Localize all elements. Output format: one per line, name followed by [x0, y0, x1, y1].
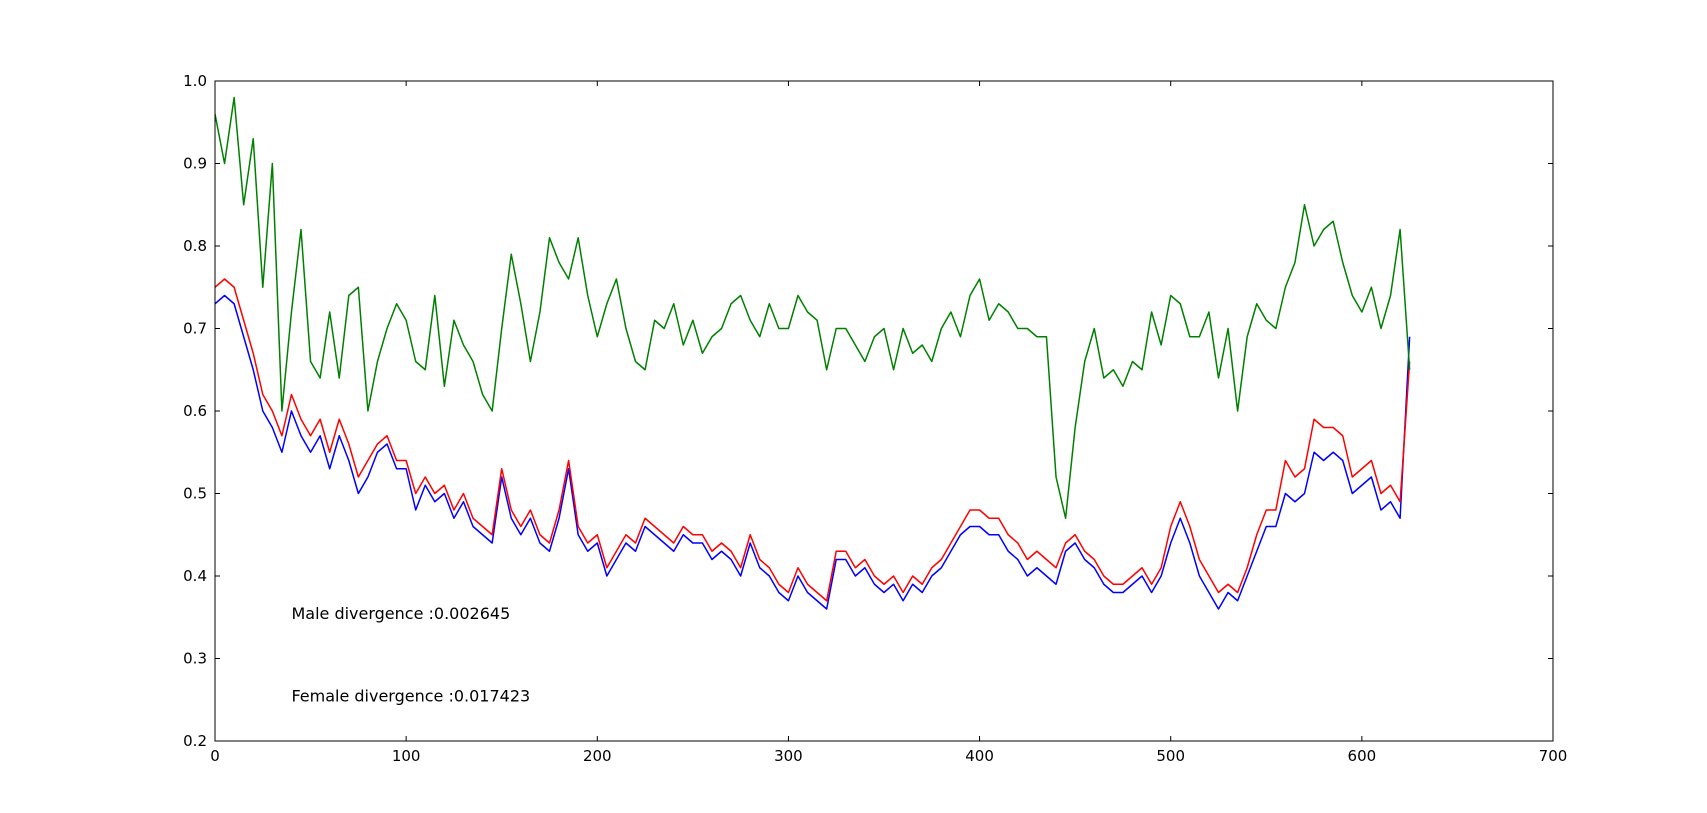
series-line-0: [215, 294, 1411, 610]
male-divergence-label: Male divergence :0.002645: [291, 604, 510, 623]
x-tick-label: 100: [392, 747, 421, 765]
y-tick-label: 1.0: [183, 72, 207, 90]
female-divergence-label: Female divergence :0.017423: [291, 687, 530, 706]
y-tick-label: 0.5: [183, 485, 207, 503]
series-line-2: [215, 96, 1411, 519]
x-tick-label: 200: [583, 747, 612, 765]
x-tick-label: 500: [1156, 747, 1185, 765]
y-tick-label: 0.7: [183, 320, 207, 338]
x-tick-label: 300: [774, 747, 803, 765]
x-tick-label: 0: [210, 747, 220, 765]
y-tick-label: 0.4: [183, 567, 207, 585]
y-tick-label: 0.3: [183, 650, 207, 668]
y-tick-label: 0.6: [183, 402, 207, 420]
annotation-layer: Male divergence :0.002645 Female divergen…: [291, 604, 530, 706]
x-tick-label: 400: [965, 747, 994, 765]
series-layer: [215, 96, 1411, 610]
y-tick-label: 0.8: [183, 237, 207, 255]
ticks-layer: 0 100 200 300 400 500 600 700 0.2 0.3 0.4 0.5 0.6 0.7…: [183, 72, 1567, 765]
y-tick-label: 0.9: [183, 155, 207, 173]
x-tick-label: 700: [1539, 747, 1568, 765]
series-line-1: [215, 278, 1411, 602]
y-tick-label: 0.2: [183, 732, 207, 750]
x-tick-label: 600: [1348, 747, 1377, 765]
